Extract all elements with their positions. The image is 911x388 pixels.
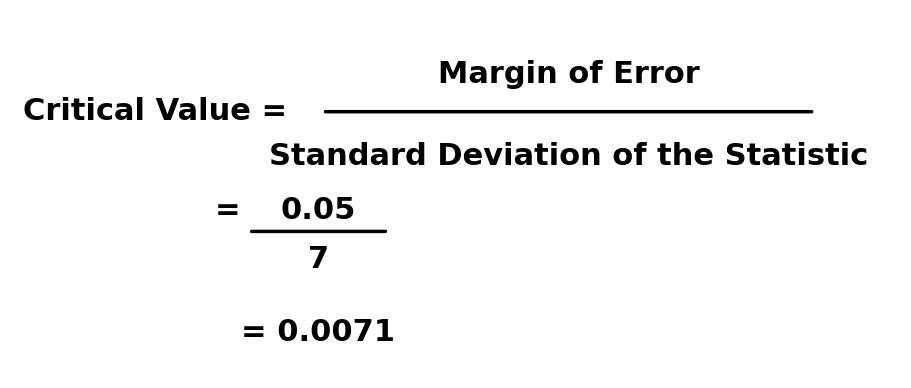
Text: 7: 7 (308, 245, 329, 274)
Text: = 0.0071: = 0.0071 (241, 318, 394, 347)
Text: =: = (215, 196, 241, 225)
Text: Critical Value =: Critical Value = (24, 97, 298, 126)
Text: Margin of Error: Margin of Error (437, 60, 700, 89)
Text: Standard Deviation of the Statistic: Standard Deviation of the Statistic (269, 142, 868, 171)
Text: 0.05: 0.05 (281, 196, 356, 225)
